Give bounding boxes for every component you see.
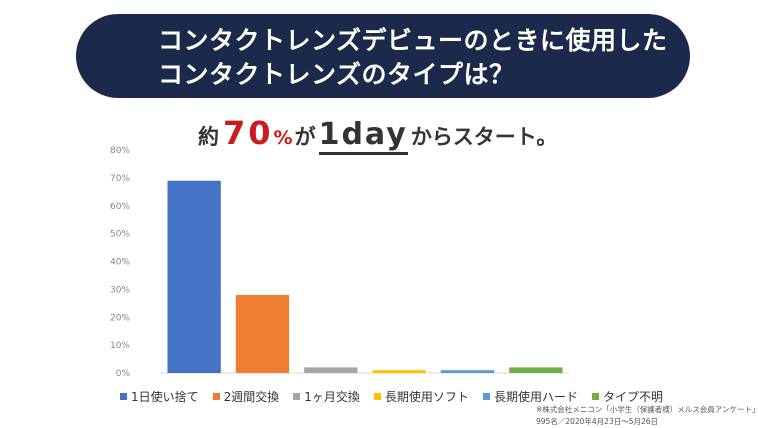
legend-swatch (591, 392, 599, 400)
bars-group (167, 180, 563, 373)
y-tick-label: 50% (110, 230, 130, 240)
legend-swatch (120, 392, 127, 400)
legend-swatch (373, 392, 381, 400)
legend-item: 2週間交換 (212, 388, 280, 405)
headline-emphasis: 1day (318, 118, 408, 155)
legend-label: 長期使用ハード (493, 389, 578, 404)
source-line-2: 995名／2020年4月23日～5月26日 (536, 417, 659, 426)
bar-6 (509, 367, 563, 373)
headline-percent: % (273, 127, 293, 149)
headline-particle: が (294, 125, 316, 149)
legend-swatch (293, 392, 301, 400)
y-tick-label: 0% (116, 369, 131, 379)
legend-label: 1ヶ月交換 (304, 389, 360, 404)
title-line-2: コンタクトレンズのタイプは？ (158, 60, 515, 89)
y-tick-label: 30% (110, 285, 130, 295)
y-tick-label: 60% (110, 202, 130, 212)
y-tick-label: 10% (110, 341, 130, 351)
legend-label: 長期使用ソフト (384, 389, 469, 404)
legend: 1日使い捨て 2週間交換 1ヶ月交換 長期使用ソフト 長期使用ハード タイプ不明 (120, 386, 677, 406)
title-banner: コンタクトレンズデビューのときに使用した コンタクトレンズのタイプは？ (76, 14, 690, 98)
headline-prefix: 約 (198, 125, 219, 149)
bar-3 (304, 367, 358, 373)
legend-item: 1ヶ月交換 (293, 388, 360, 405)
legend-item: 長期使用ソフト (373, 388, 469, 405)
legend-item: 1日使い捨て (120, 388, 199, 405)
bar-5 (440, 370, 495, 373)
y-tick-label: 20% (110, 313, 130, 323)
headline-number: 70 (223, 114, 274, 152)
legend-item: 長期使用ハード (482, 388, 578, 405)
legend-label: 1日使い捨て (131, 389, 199, 404)
headline: 約 70 % が 1day からスタート。 (198, 114, 557, 158)
y-axis-ticks: 0% 10% 20% 30% 40% 50% 60% 70% 80% (110, 146, 130, 379)
headline-suffix: からスタート。 (410, 125, 558, 149)
source-note: ※株式会社メニコン「小学生（保護者様）メルス会員アンケート」 995名／2020… (536, 404, 758, 428)
title-line-1: コンタクトレンズデビューのときに使用した (158, 26, 668, 55)
bar-1 (167, 180, 221, 373)
legend-item: タイプ不明 (591, 388, 663, 405)
y-tick-label: 80% (110, 146, 130, 156)
legend-label: タイプ不明 (602, 389, 663, 404)
legend-swatch (482, 392, 490, 400)
legend-label: 2週間交換 (223, 389, 280, 404)
source-line-1: ※株式会社メニコン「小学生（保護者様）メルス会員アンケート」 (536, 405, 758, 414)
y-tick-label: 40% (110, 258, 130, 268)
bar-4 (372, 370, 426, 373)
legend-swatch (212, 392, 220, 400)
y-tick-label: 70% (110, 174, 130, 184)
bar-2 (235, 294, 290, 373)
